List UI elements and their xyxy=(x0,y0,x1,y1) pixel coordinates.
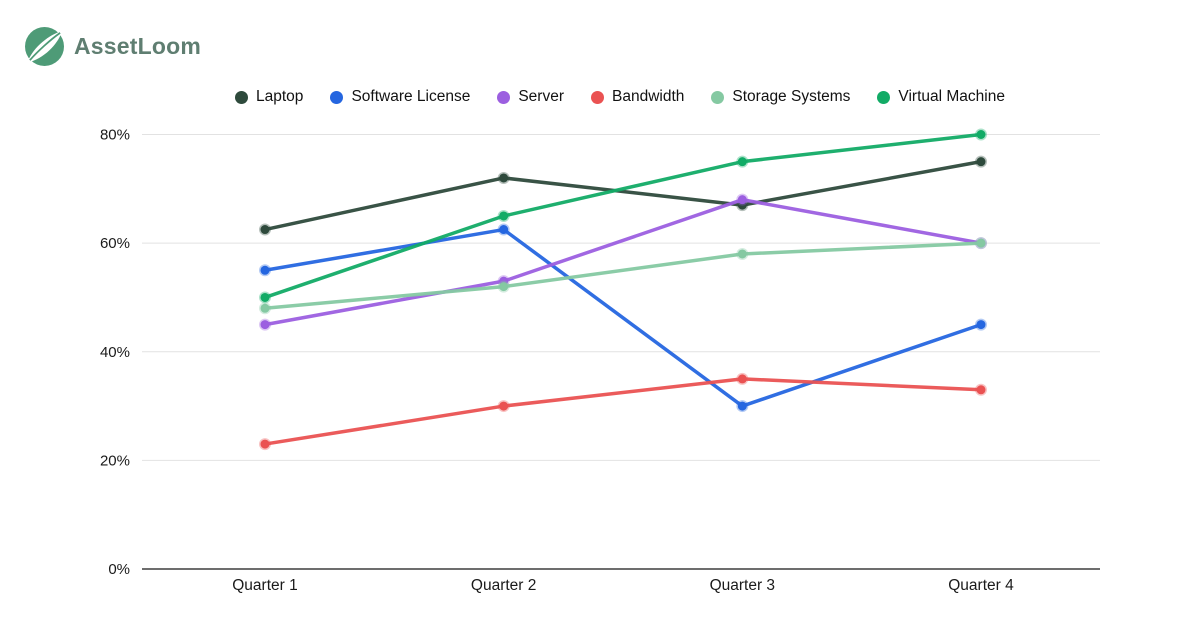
data-point xyxy=(975,383,987,396)
legend-label: Storage Systems xyxy=(732,88,851,105)
legend-label: Laptop xyxy=(256,88,304,105)
series-line xyxy=(263,159,983,232)
legend-label: Software License xyxy=(351,88,471,105)
legend-item-software-license: Software License xyxy=(330,88,470,106)
data-point xyxy=(736,247,749,260)
series-bandwidth xyxy=(259,372,987,451)
brand-name: AssetLoom xyxy=(74,33,202,59)
y-axis-tick-labels: 0% 20% 40% 60% 80% xyxy=(100,127,130,579)
series-line xyxy=(263,241,983,311)
data-point xyxy=(259,264,271,277)
y-tick-label: 20% xyxy=(100,452,130,469)
series-line xyxy=(263,227,983,408)
legend-label: Bandwidth xyxy=(612,88,685,105)
x-tick-label: Quarter 3 xyxy=(710,577,775,594)
legend-swatch-icon xyxy=(235,90,249,104)
legend-item-bandwidth: Bandwidth xyxy=(591,88,684,106)
legend-item-virtual-machine: Virtual Machine xyxy=(877,88,1005,106)
y-tick-label: 0% xyxy=(108,561,130,578)
data-point xyxy=(497,280,510,293)
legend-item-laptop: Laptop xyxy=(235,88,303,106)
data-point xyxy=(259,438,271,451)
data-point xyxy=(259,318,271,331)
y-tick-label: 40% xyxy=(100,344,130,361)
data-point xyxy=(975,318,987,331)
series-storage-systems xyxy=(259,237,987,315)
x-axis-tick-labels: Quarter 1 Quarter 2 Quarter 3 Quarter 4 xyxy=(232,577,1014,594)
x-tick-label: Quarter 4 xyxy=(948,577,1014,594)
data-point xyxy=(975,155,987,168)
data-point xyxy=(259,291,271,304)
series-line xyxy=(263,377,983,446)
y-tick-label: 60% xyxy=(100,235,130,252)
legend-item-server: Server xyxy=(497,88,564,106)
data-point xyxy=(259,223,271,236)
series-line xyxy=(263,132,983,300)
data-point xyxy=(736,400,749,413)
legend-swatch-icon xyxy=(330,90,344,104)
data-point xyxy=(975,128,987,141)
series-line xyxy=(263,197,983,327)
leaf-logo-icon xyxy=(25,27,64,66)
gridlines xyxy=(142,134,1100,570)
x-tick-label: Quarter 1 xyxy=(232,577,297,594)
y-tick-label: 80% xyxy=(100,127,130,144)
legend-label: Server xyxy=(518,88,564,105)
data-point xyxy=(497,209,510,222)
data-point xyxy=(497,400,510,413)
data-point xyxy=(975,237,987,250)
series-software-license xyxy=(259,223,987,413)
data-point xyxy=(259,302,271,315)
x-tick-label: Quarter 2 xyxy=(471,577,536,594)
data-point xyxy=(497,223,510,236)
legend-swatch-icon xyxy=(591,90,604,104)
legend-swatch-icon xyxy=(497,90,511,104)
series-laptop xyxy=(259,155,987,236)
brand-logo: AssetLoom xyxy=(25,27,201,66)
legend-label: Virtual Machine xyxy=(898,88,1005,105)
chart-legend: Laptop Software License Server Bandwidth Sto… xyxy=(140,87,1100,107)
legend-swatch-icon xyxy=(711,90,725,104)
data-point xyxy=(497,171,510,184)
data-point xyxy=(736,193,749,206)
data-point xyxy=(736,372,749,385)
data-point xyxy=(736,155,749,168)
legend-item-storage-systems: Storage Systems xyxy=(711,88,850,106)
legend-swatch-icon xyxy=(877,90,891,104)
series-virtual-machine xyxy=(259,128,987,304)
